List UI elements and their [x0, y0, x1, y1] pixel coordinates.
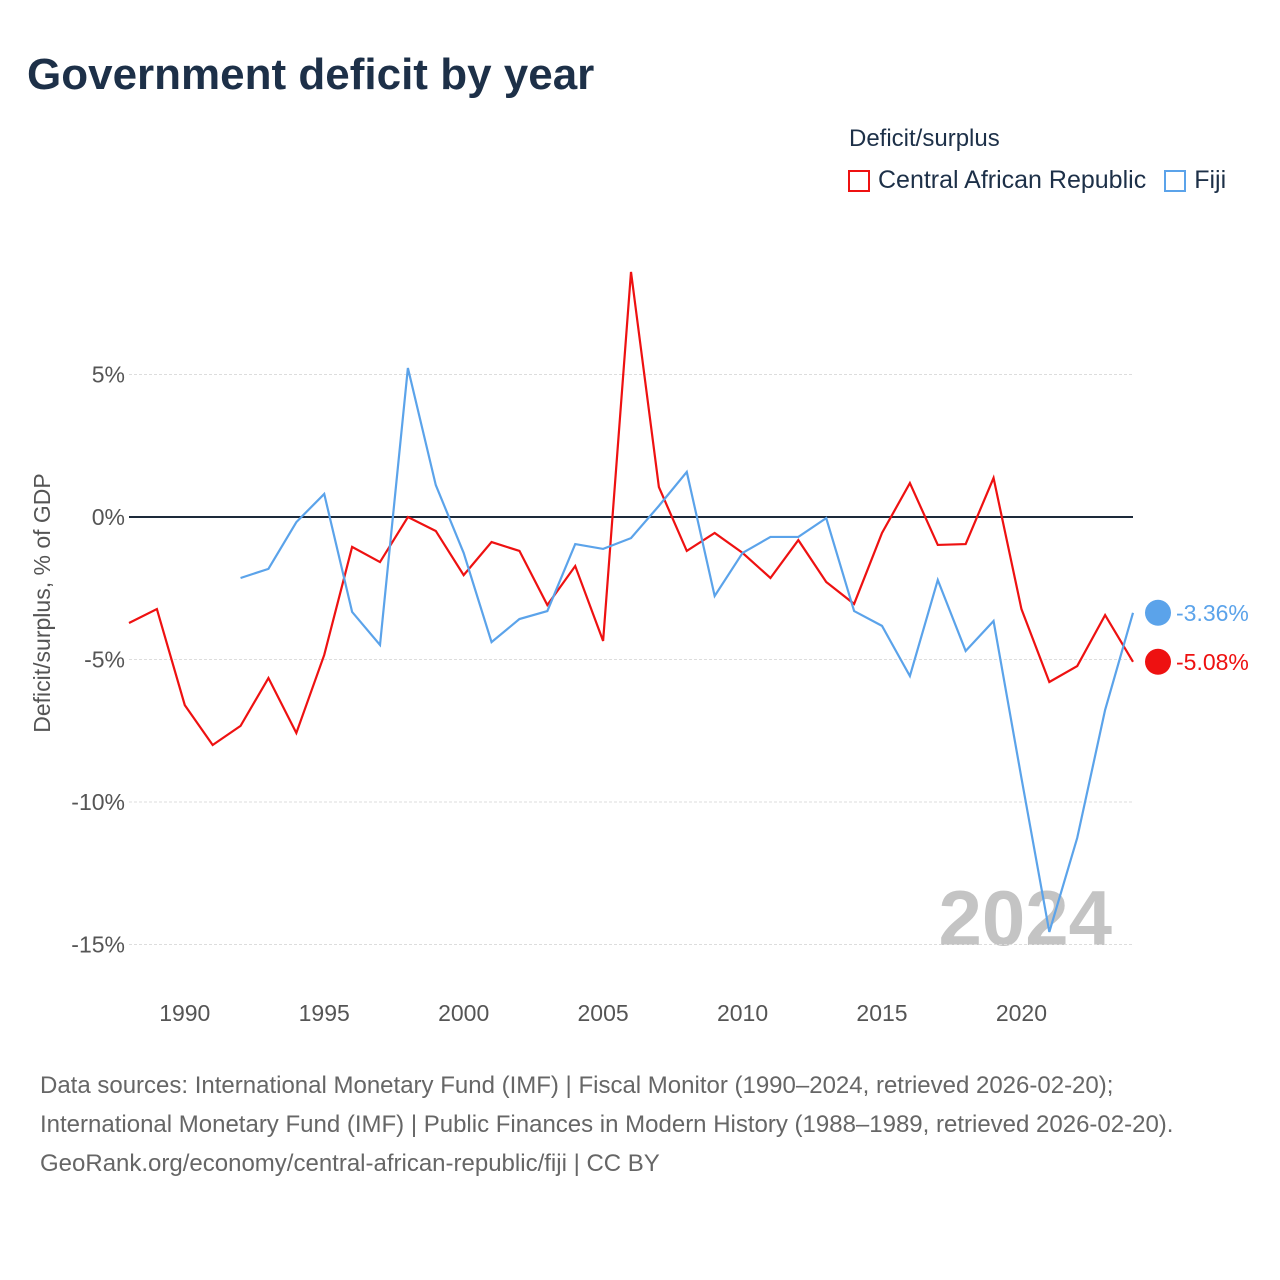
- y-tick-label: 0%: [92, 504, 125, 530]
- legend-label-car[interactable]: Central African Republic: [878, 166, 1147, 194]
- year-watermark: 2024: [938, 874, 1112, 962]
- legend: Central African Republic Fiji: [848, 166, 1226, 195]
- x-tick-label: 2005: [578, 1000, 629, 1026]
- x-tick-label: 1990: [159, 1000, 210, 1026]
- x-tick-label: 2000: [438, 1000, 489, 1026]
- source-note: Data sources: International Monetary Fun…: [40, 1066, 1240, 1183]
- legend-swatch-car[interactable]: [848, 169, 870, 192]
- series-line-car: [128, 271, 1134, 747]
- flag-icon-fiji: [1145, 599, 1171, 626]
- x-tick-label: 2020: [996, 1000, 1047, 1026]
- y-tick-label: -10%: [71, 789, 125, 815]
- y-tick-label: -5%: [84, 647, 125, 673]
- end-value-label: -3.36%: [1176, 600, 1249, 626]
- chart-title: Government deficit by year: [27, 50, 595, 99]
- flag-icon-car: [1145, 648, 1171, 675]
- legend-label-fiji[interactable]: Fiji: [1194, 166, 1227, 194]
- source-text: Data sources: International Monetary Fun…: [40, 1072, 1174, 1138]
- end-value-label: -5.08%: [1176, 649, 1249, 675]
- y-tick-label: 5%: [92, 362, 125, 388]
- legend-title: Deficit/surplus: [849, 125, 1000, 152]
- source-link[interactable]: GeoRank.org/economy/central-african-repu…: [40, 1150, 660, 1177]
- series-line-fiji: [240, 367, 1135, 933]
- y-axis-label: Deficit/surplus, % of GDP: [29, 473, 55, 732]
- x-tick-label: 1995: [299, 1000, 350, 1026]
- x-tick-label: 2015: [856, 1000, 907, 1026]
- y-tick-label: -15%: [71, 932, 125, 958]
- x-tick-label: 2010: [717, 1000, 768, 1026]
- legend-swatch-fiji[interactable]: [1164, 169, 1187, 192]
